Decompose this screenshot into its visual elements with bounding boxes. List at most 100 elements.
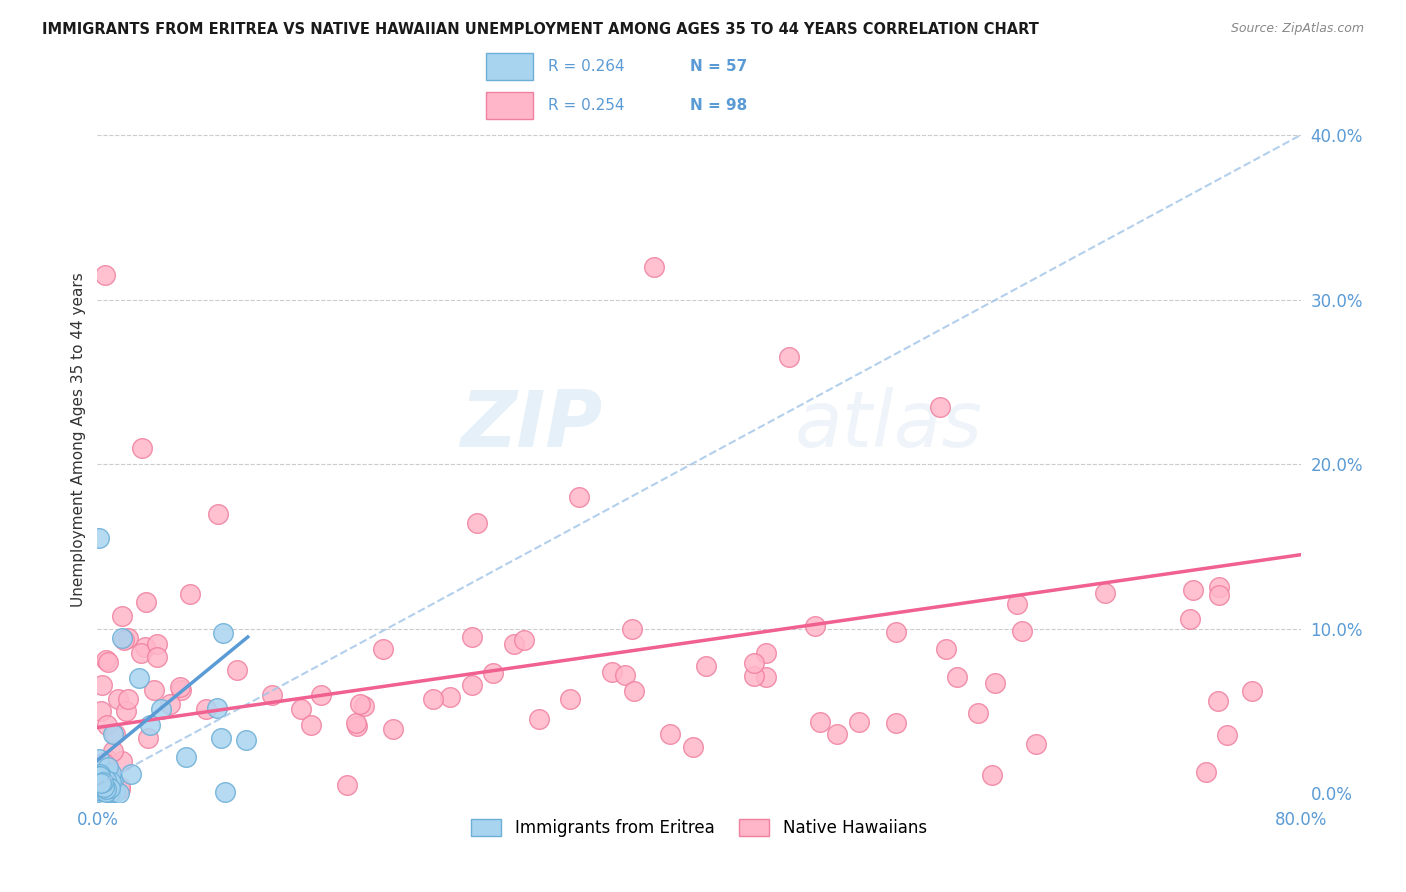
- Point: [96, 781, 118, 796]
- Point: [848, 715, 870, 730]
- Point: [659, 727, 682, 741]
- Point: [101, 773, 124, 788]
- Point: [96, 717, 118, 731]
- Point: [104, 785, 127, 799]
- Point: [170, 682, 193, 697]
- Point: [695, 658, 717, 673]
- Point: [225, 663, 247, 677]
- Point: [742, 656, 765, 670]
- Text: atlas: atlas: [796, 387, 983, 463]
- Point: [336, 778, 359, 792]
- Point: [1208, 588, 1230, 602]
- Point: [111, 631, 134, 645]
- Point: [1208, 580, 1230, 594]
- Point: [643, 260, 665, 274]
- Text: ZIP: ZIP: [461, 387, 603, 463]
- Point: [117, 691, 139, 706]
- Point: [755, 646, 778, 660]
- Point: [301, 717, 323, 731]
- Point: [91, 775, 114, 789]
- Text: R = 0.264: R = 0.264: [548, 59, 624, 74]
- Point: [145, 637, 167, 651]
- Point: [149, 702, 172, 716]
- Point: [112, 633, 135, 648]
- Point: [94, 783, 117, 797]
- Point: [502, 637, 524, 651]
- Point: [101, 744, 124, 758]
- Point: [804, 619, 827, 633]
- Point: [90, 775, 112, 789]
- Point: [110, 782, 132, 797]
- Point: [93, 780, 115, 794]
- Text: N = 98: N = 98: [690, 98, 748, 113]
- Point: [465, 516, 488, 530]
- Point: [884, 715, 907, 730]
- Point: [96, 772, 118, 787]
- Point: [91, 781, 114, 796]
- Point: [110, 780, 132, 795]
- Point: [98, 785, 121, 799]
- Point: [100, 775, 122, 789]
- Point: [260, 688, 283, 702]
- Point: [90, 783, 112, 797]
- Point: [93, 756, 115, 770]
- Point: [808, 714, 831, 729]
- Point: [461, 630, 484, 644]
- Text: IMMIGRANTS FROM ERITREA VS NATIVE HAWAIIAN UNEMPLOYMENT AMONG AGES 35 TO 44 YEAR: IMMIGRANTS FROM ERITREA VS NATIVE HAWAII…: [42, 22, 1039, 37]
- Point: [107, 786, 129, 800]
- Point: [90, 777, 112, 791]
- Point: [111, 755, 134, 769]
- Point: [87, 769, 110, 783]
- Point: [117, 632, 139, 646]
- Point: [778, 350, 800, 364]
- Point: [111, 609, 134, 624]
- Point: [568, 490, 591, 504]
- Point: [382, 722, 405, 736]
- Point: [97, 655, 120, 669]
- Point: [439, 690, 461, 704]
- Point: [96, 778, 118, 792]
- Point: [1195, 764, 1218, 779]
- Point: [128, 671, 150, 685]
- Point: [1005, 597, 1028, 611]
- Point: [96, 785, 118, 799]
- Point: [94, 653, 117, 667]
- Point: [235, 733, 257, 747]
- Point: [461, 678, 484, 692]
- Point: [353, 698, 375, 713]
- Point: [100, 765, 122, 780]
- Point: [825, 727, 848, 741]
- Point: [104, 727, 127, 741]
- Point: [755, 670, 778, 684]
- Point: [89, 768, 111, 782]
- Point: [174, 749, 197, 764]
- Point: [91, 782, 114, 797]
- Point: [481, 665, 503, 680]
- Point: [121, 766, 143, 780]
- Point: [90, 771, 112, 785]
- Point: [90, 784, 112, 798]
- Point: [558, 692, 581, 706]
- Point: [984, 676, 1007, 690]
- Point: [207, 507, 229, 521]
- Point: [371, 642, 394, 657]
- Point: [100, 773, 122, 788]
- Point: [935, 641, 957, 656]
- Point: [89, 783, 111, 797]
- Point: [143, 682, 166, 697]
- Point: [91, 781, 114, 796]
- Point: [290, 702, 312, 716]
- Point: [107, 691, 129, 706]
- Point: [89, 756, 111, 771]
- Point: [100, 775, 122, 789]
- Legend: Immigrants from Eritrea, Native Hawaiians: Immigrants from Eritrea, Native Hawaiian…: [464, 813, 934, 844]
- Point: [94, 268, 117, 282]
- Point: [346, 718, 368, 732]
- Point: [1024, 737, 1046, 751]
- Point: [91, 774, 114, 789]
- Point: [94, 766, 117, 780]
- Point: [93, 780, 115, 794]
- Point: [613, 668, 636, 682]
- Point: [1240, 683, 1263, 698]
- Point: [742, 669, 765, 683]
